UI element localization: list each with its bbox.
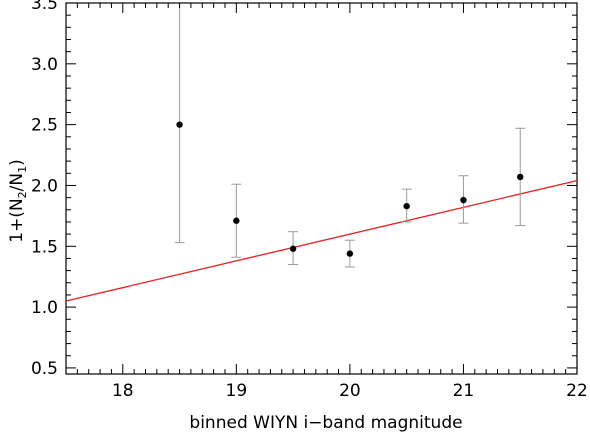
y-tick-label: 1.5	[31, 237, 58, 257]
plot-frame-group	[65, 2, 578, 375]
data-points-group	[176, 121, 524, 257]
x-ticks-group: 18 19 20 21 22	[76, 3, 588, 401]
y-tick-label: 0.5	[31, 359, 58, 379]
y-axis-title: 1+(N2/N1)	[7, 159, 29, 243]
y-axis-title-sub1: 2	[16, 191, 29, 198]
error-bars-group	[174, 3, 526, 268]
y-tick-label: 1.0	[31, 298, 58, 318]
data-point	[403, 202, 410, 210]
data-point	[289, 245, 297, 252]
y-axis-title-mid: /N	[7, 173, 27, 191]
fit-line	[65, 179, 578, 302]
x-tick-label: 21	[453, 381, 475, 401]
y-tick-label: 2.5	[31, 116, 58, 136]
data-point	[460, 196, 467, 204]
x-axis-title: binned WIYN i−band magnitude	[189, 413, 462, 433]
x-tick-label: 19	[226, 381, 248, 401]
y-tick-label: 3.5	[31, 0, 58, 14]
y-axis-title-suffix: )	[7, 159, 27, 166]
x-tick-label: 20	[339, 381, 361, 401]
data-point	[233, 217, 240, 224]
y-axis-title-sub2: 1	[16, 166, 29, 173]
y-axis-title-prefix: 1+(N	[7, 198, 27, 242]
plot-frame	[65, 2, 578, 375]
fit-line-group	[65, 179, 578, 302]
y-tick-label: 2.0	[31, 176, 58, 196]
data-point	[176, 121, 183, 128]
y-tick-label: 3.0	[31, 55, 58, 75]
data-point	[517, 173, 524, 181]
x-tick-label: 18	[112, 381, 134, 401]
y-ticks-group: 0.5 1.0 1.5 2.0 2.5 3.0 3.5	[31, 0, 577, 379]
x-tick-label: 22	[566, 381, 588, 401]
data-point	[346, 250, 354, 257]
